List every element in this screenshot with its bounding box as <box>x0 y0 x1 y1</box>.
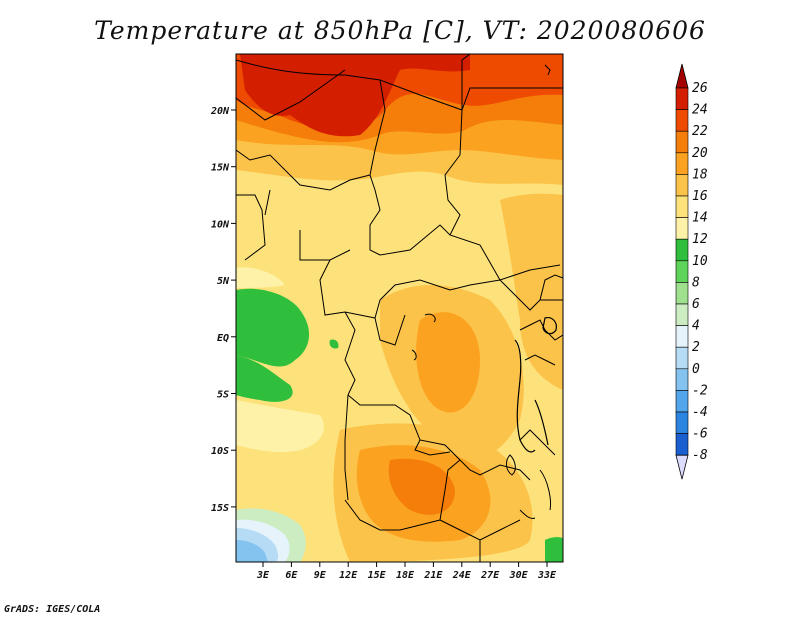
colorbar-label: 4 <box>692 319 700 334</box>
lon-tick-label: 21E <box>423 570 443 581</box>
colorbar-label: 2 <box>692 340 700 355</box>
colorbar-swatch <box>675 87 689 110</box>
colorbar-swatch <box>675 238 689 262</box>
colorbar-label: 20 <box>692 146 708 161</box>
colorbar-swatch <box>675 174 689 197</box>
lon-tick-label: 12E <box>339 570 358 581</box>
colorbar-label: -8 <box>692 448 708 463</box>
lat-tick-label: 5N <box>217 276 230 287</box>
colorbar-label: 12 <box>692 232 708 247</box>
colorbar-swatch <box>675 109 689 132</box>
colorbar-label: 16 <box>692 189 708 204</box>
colorbar-swatch <box>675 325 689 348</box>
colorbar-swatch <box>675 411 689 434</box>
colorbar-label: -4 <box>692 405 708 420</box>
colorbar-swatch <box>675 368 689 391</box>
lat-tick-label: 5S <box>217 390 229 401</box>
colorbar-label: 8 <box>692 275 700 290</box>
colorbar-swatch <box>675 195 689 218</box>
colorbar-swatch <box>675 303 689 326</box>
lat-tick-label: EQ <box>217 333 229 344</box>
lon-tick-label: 15E <box>368 570 387 581</box>
colorbar-label: 22 <box>692 124 708 139</box>
lat-tick-label: 20N <box>210 106 230 117</box>
colorbar-label: 24 <box>692 103 708 118</box>
lon-tick-label: 3E <box>256 570 270 581</box>
lon-tick-label: 30E <box>509 570 529 581</box>
map-title: Temperature at 850hPa [C], VT: 202008060… <box>94 16 706 45</box>
colorbar-label: 6 <box>692 297 700 312</box>
colorbar-label: 26 <box>692 81 708 96</box>
lat-tick-label: 15S <box>211 503 229 514</box>
lon-tick-label: 6E <box>285 570 298 581</box>
colorbar-swatch <box>675 217 689 240</box>
colorbar-swatch <box>675 390 689 413</box>
country-borders <box>236 54 563 562</box>
colorbar-swatch <box>675 282 689 305</box>
colorbar-swatch <box>675 130 689 154</box>
colorbar-swatch <box>675 152 689 175</box>
grads-credit: GrADS: IGES/COLA <box>4 604 101 615</box>
lon-tick-label: 18E <box>396 570 415 581</box>
lon-tick-label: 27E <box>480 570 500 581</box>
colorbar-top-arrow <box>675 63 689 89</box>
latitude-axis: 20N 15N 10N 5N EQ 5S 10S 15S <box>210 106 236 514</box>
colorbar-swatch <box>675 260 689 283</box>
map-frame <box>235 53 564 563</box>
colorbar-label: -2 <box>692 383 708 398</box>
lon-tick-label: 9E <box>314 570 327 581</box>
temperature-field <box>236 54 563 562</box>
colorbar-bottom-arrow <box>675 454 689 480</box>
colorbar-label: -6 <box>692 427 708 442</box>
lat-tick-label: 10S <box>211 446 229 457</box>
longitude-axis: 3E 6E 9E 12E 15E 18E 21E 24E 27E 30E 33E <box>256 562 557 581</box>
lon-tick-label: 24E <box>452 570 472 581</box>
lon-tick-label: 33E <box>537 570 557 581</box>
colorbar-label: 0 <box>692 362 700 377</box>
colorbar-swatch <box>675 346 689 370</box>
lat-tick-label: 10N <box>211 219 230 230</box>
lat-tick-label: 15N <box>211 163 230 174</box>
colorbar-swatch <box>675 433 689 456</box>
colorbar-label: 18 <box>692 167 708 182</box>
colorbar-label: 14 <box>692 211 708 226</box>
colorbar-label: 10 <box>692 254 708 269</box>
